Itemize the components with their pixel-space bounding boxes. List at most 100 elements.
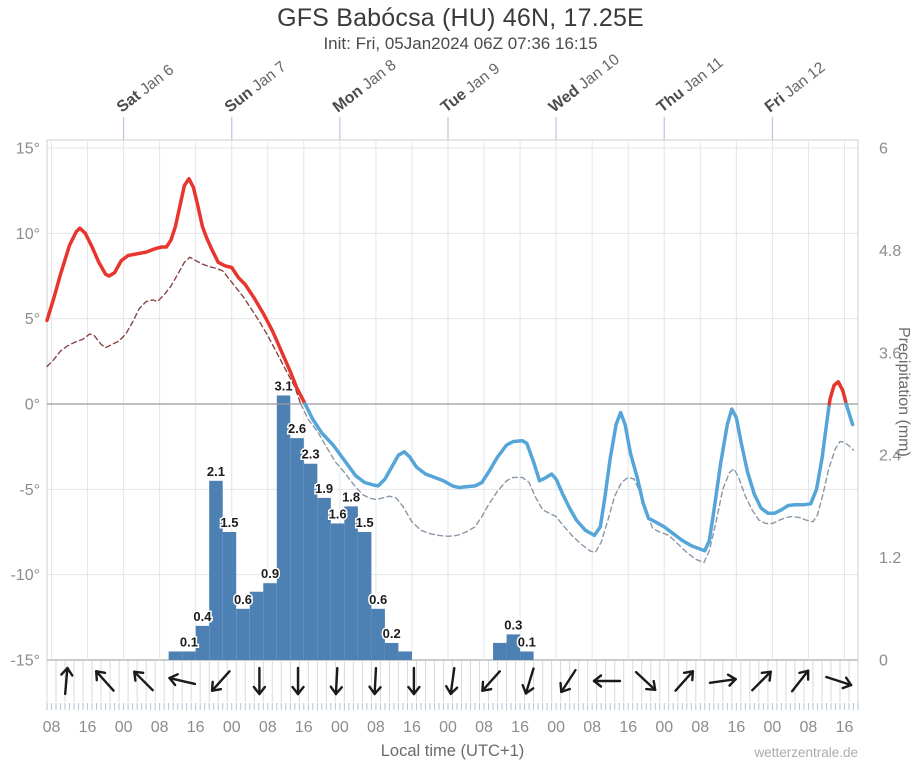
wind-arrow [168,673,197,687]
time-tick-label: 00 [439,719,457,736]
x-axis-title: Local time (UTC+1) [380,742,525,760]
precip-value-label: 0.1 [180,634,198,649]
precip-bar [168,651,183,660]
wind-arrow-stroke [407,685,416,696]
wind-arrow-stroke [210,670,231,692]
wind-arrow [291,666,305,696]
wind-arrow-stroke [481,680,485,692]
temperature-line [827,380,849,406]
wind-arrow-stroke [592,679,603,688]
time-tick-label: 16 [727,719,745,736]
wind-arrow-stroke [825,675,853,687]
wind-arrow-stroke [252,685,261,696]
precip-bar [330,523,345,660]
precip-value-label: 0.6 [369,592,387,607]
init-subtitle: Init: Fri, 05Jan2024 06Z 07:36 16:15 [323,34,598,53]
wind-arrow-stroke [560,668,577,694]
precip-value-label: 0.6 [234,592,252,607]
wind-arrow-stroke [560,687,571,694]
time-tick-label: 08 [800,719,818,736]
wind-arrow [445,666,459,696]
wind-arrow-stroke [592,674,603,683]
time-tick-label: 16 [79,719,97,736]
wind-arrow-stroke [373,666,378,696]
precip-value-label: 0.9 [261,566,279,581]
wind-arrow [481,670,501,692]
watermark: wetterzentrale.de [754,745,858,760]
time-tick-label: 00 [115,719,133,736]
precip-value-label: 1.5 [356,515,374,530]
precip-bar [520,651,534,660]
wind-arrow-stroke [258,685,267,696]
wind-arrow-stroke [449,666,456,696]
wind-arrow-stroke [66,666,74,677]
time-tick-label: 00 [547,719,565,736]
precip-bar [276,395,291,660]
wind-arrow-stroke [168,676,177,687]
precip-tick-label: 1.2 [879,550,901,567]
precip-value-label: 0.2 [383,626,401,641]
precip-bar [317,497,331,660]
wind-arrow-stroke [634,670,657,692]
wind-arrow-stroke [559,681,563,694]
wind-arrow-stroke [445,684,452,696]
precip-tick-label: 4.8 [879,243,901,260]
wind-arrow [252,666,267,696]
time-tick-label: 16 [295,719,313,736]
precip-tick-label: 6 [879,141,888,158]
precip-bar [357,532,372,660]
precip-bar [398,651,412,660]
temp-tick-label: -15° [10,653,40,670]
wind-arrow [407,666,421,696]
precip-bar [195,625,210,660]
time-tick-label: 16 [836,719,854,736]
time-tick-label: 08 [691,719,709,736]
wind-arrow-stroke [652,679,657,692]
wind-arrow-stroke [291,685,300,696]
time-tick-label: 08 [43,719,61,736]
wind-arrow [790,669,810,693]
time-tick-label: 00 [655,719,673,736]
wind-arrow [60,666,74,696]
precip-value-label: 1.6 [329,506,347,521]
wind-arrow-stroke [210,680,214,692]
wind-arrow-stroke [768,670,772,682]
wind-arrow [329,666,343,696]
precip-value-label: 3.1 [275,378,293,393]
wind-arrow-stroke [95,670,107,675]
wind-arrow-stroke [682,670,695,675]
wind-arrow-stroke [60,666,69,676]
wind-arrow [559,668,577,694]
wind-arrow-stroke [691,670,695,682]
precip-value-label: 2.3 [302,447,320,462]
precipitation-axis-title: Precipitation (mm) [895,327,912,457]
time-tick-label: 08 [367,719,385,736]
wind-arrow-stroke [329,685,338,696]
time-tick-label: 00 [763,719,781,736]
time-tick-label: 00 [223,719,241,736]
time-tick-label: 08 [475,719,493,736]
wind-arrow-stroke [806,669,810,681]
wind-arrow-stroke [481,670,501,692]
wind-arrow-stroke [168,673,179,680]
wind-arrow [521,667,535,695]
wind-arrow-stroke [334,666,339,696]
precip-bar [249,591,264,660]
wind-arrow-stroke [728,677,737,687]
wind-arrow-stroke [751,670,772,692]
time-tick-label: 16 [619,719,637,736]
temp-tick-label: 10° [16,226,40,243]
precip-value-label: 0.3 [504,617,522,632]
wind-arrow-stroke [368,685,376,696]
wind-arrow-stroke [95,670,115,692]
wind-arrow-stroke [210,687,223,692]
wind-arrow-stroke [412,685,421,696]
wind-arrow-stroke [449,686,459,696]
wind-arrow-stroke [760,670,772,675]
precip-bar [263,583,277,660]
time-tick-label: 16 [403,719,421,736]
precip-bar [493,642,507,660]
precip-bar [209,480,223,660]
time-tick-label: 08 [259,719,277,736]
